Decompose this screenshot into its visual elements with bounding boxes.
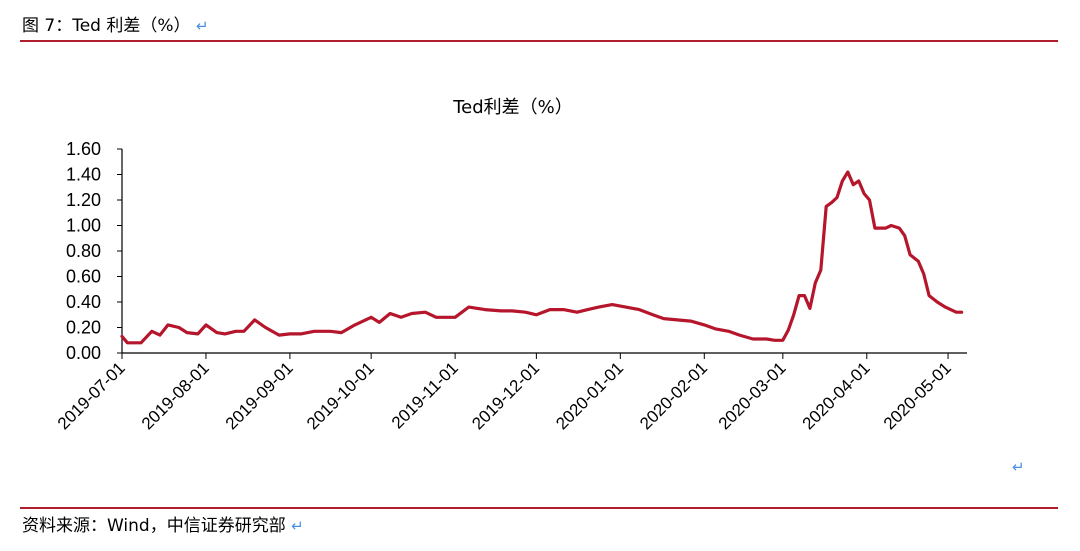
x-tick-label: 2020-05-01	[880, 358, 955, 433]
y-tick-label: 1.00	[66, 216, 101, 236]
figure-caption-text: 图 7：Ted 利差（%）	[22, 16, 191, 36]
return-mark-icon: ↵	[1012, 458, 1025, 476]
chart-title: Ted利差（%）	[452, 97, 573, 118]
x-tick-label: 2019-12-01	[468, 358, 543, 433]
y-tick-label: 1.40	[66, 165, 101, 185]
y-axis: 0.00 0.20 0.40 0.60 0.80 1.00 1.20 1.40 1.60	[66, 139, 123, 363]
x-tick-label: 2020-02-01	[636, 358, 711, 433]
source-text: 资料来源：Wind，中信证券研究部	[22, 516, 286, 536]
return-mark-icon: ↵	[291, 517, 304, 535]
x-tick-label: 2019-10-01	[303, 358, 378, 433]
y-tick-label: 0.20	[66, 318, 101, 338]
x-axis: 2019-07-01 2019-08-01 2019-09-01 2019-10-01…	[54, 352, 967, 433]
bottom-rule	[20, 507, 1058, 509]
y-tick-label: 0.00	[66, 343, 101, 363]
x-tick-label: 2019-11-01	[388, 358, 462, 432]
y-tick-label: 0.60	[66, 267, 101, 287]
y-tick-label: 1.60	[66, 139, 101, 159]
y-tick-label: 1.20	[66, 190, 101, 210]
x-tick-label: 2020-04-01	[799, 358, 874, 433]
y-tick-label: 0.80	[66, 241, 101, 261]
x-tick-label: 2020-03-01	[715, 358, 790, 433]
top-rule	[20, 40, 1058, 42]
x-tick-label: 2019-08-01	[138, 358, 213, 433]
x-tick-label: 2020-01-01	[552, 358, 627, 433]
return-mark-icon: ↵	[195, 17, 209, 35]
series-layer	[120, 170, 964, 345]
x-tick-label: 2019-07-01	[54, 358, 129, 433]
figure-caption: 图 7：Ted 利差（%） ↵	[22, 14, 209, 38]
x-tick-label: 2019-09-01	[222, 358, 297, 433]
y-tick-label: 0.40	[66, 292, 101, 312]
source-note: 资料来源：Wind，中信证券研究部 ↵	[22, 513, 304, 539]
series-line-0	[120, 170, 964, 345]
